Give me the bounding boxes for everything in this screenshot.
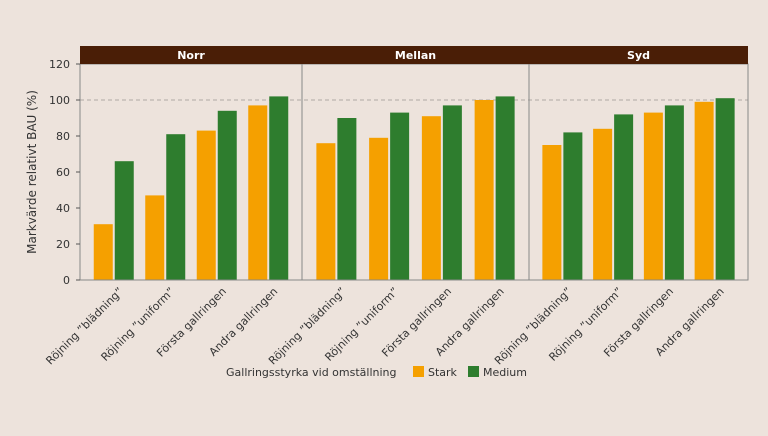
bar-medium-1-1 — [390, 112, 410, 280]
legend-swatch-stark — [413, 366, 424, 377]
y-tick-label: 20 — [56, 238, 70, 251]
legend-swatch-medium — [468, 366, 479, 377]
y-tick-label: 40 — [56, 202, 70, 215]
bar-medium-0-1 — [166, 134, 186, 280]
bar-stark-1-0 — [316, 143, 336, 280]
panel-frame-1 — [301, 63, 530, 281]
bar-medium-0-2 — [217, 110, 237, 280]
bar-stark-2-2 — [643, 112, 663, 280]
y-tick-label: 60 — [56, 166, 70, 179]
panel-header-1 — [302, 46, 529, 64]
legend-label-medium: Medium — [483, 366, 527, 379]
bar-medium-2-1 — [614, 114, 634, 281]
y-tick-label: 120 — [49, 58, 70, 71]
y-tick-label: 0 — [63, 274, 70, 287]
panel-title: Syd — [627, 49, 650, 62]
panel-frame-2 — [528, 63, 749, 281]
bar-medium-1-3 — [495, 96, 515, 281]
bar-medium-0-0 — [114, 161, 134, 280]
panel-title: Norr — [177, 49, 205, 62]
bar-medium-1-0 — [337, 118, 357, 280]
bar-stark-1-3 — [474, 100, 494, 280]
bar-medium-2-3 — [715, 98, 735, 280]
legend: Gallringsstyrka vid omställning Stark Medi… — [226, 366, 527, 379]
bar-stark-1-1 — [369, 137, 389, 280]
bars-layer — [93, 96, 735, 281]
bar-stark-2-3 — [694, 101, 714, 280]
bar-medium-0-3 — [269, 96, 289, 281]
bar-stark-0-2 — [196, 130, 216, 280]
bar-stark-1-2 — [421, 116, 441, 280]
bar-stark-0-1 — [145, 195, 165, 280]
bar-stark-2-0 — [542, 145, 562, 280]
bar-medium-2-0 — [563, 132, 583, 280]
panel-header-2 — [529, 46, 748, 64]
y-tick-label: 80 — [56, 130, 70, 143]
legend-title: Gallringsstyrka vid omställning — [226, 366, 397, 379]
bar-medium-2-2 — [664, 105, 684, 281]
bar-medium-1-2 — [442, 105, 462, 281]
panel-title: Mellan — [395, 49, 436, 62]
legend-label-stark: Stark — [428, 366, 458, 379]
bar-stark-0-3 — [248, 105, 268, 281]
panel-headers: Norr Mellan Syd — [80, 46, 748, 64]
bar-stark-0-0 — [93, 224, 113, 280]
panel-header-0 — [80, 46, 302, 64]
bar-stark-2-1 — [593, 128, 613, 280]
y-tick-label: 100 — [49, 94, 70, 107]
y-axis-label: Markvärde relativt BAU (%) — [25, 90, 39, 254]
panel-frame-0 — [79, 63, 303, 281]
